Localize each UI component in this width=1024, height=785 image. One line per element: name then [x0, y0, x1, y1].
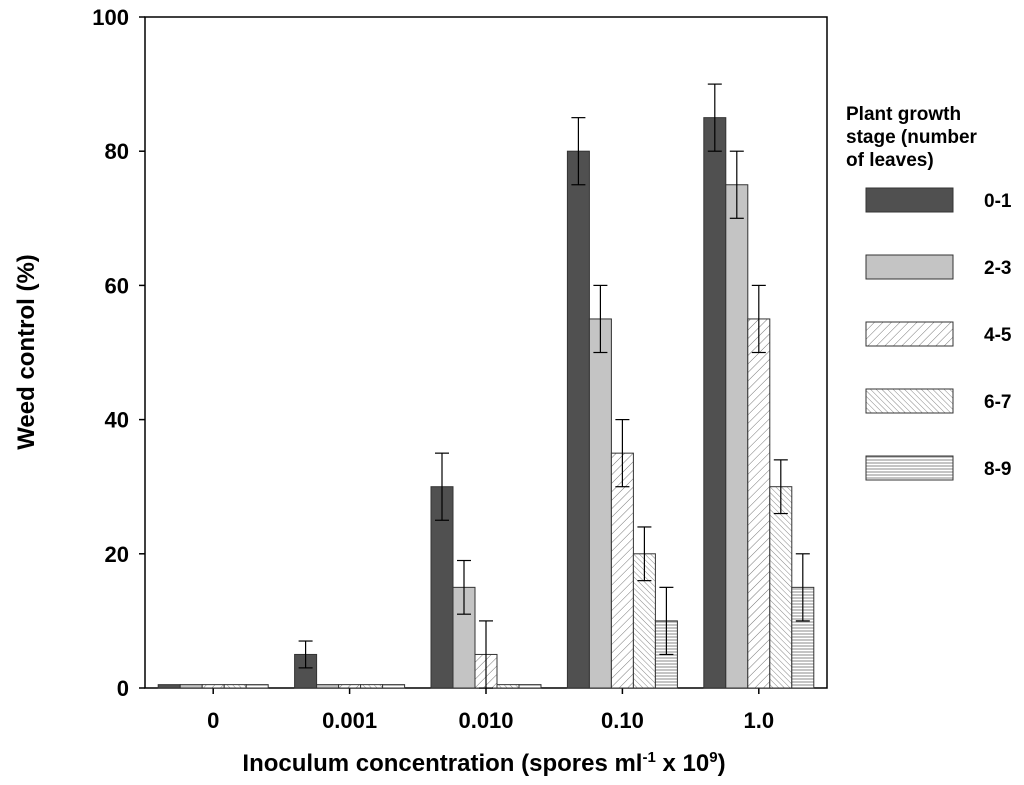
bar-0-001-2-3 [316, 684, 340, 689]
y-tick-label: 40 [105, 408, 129, 433]
bar-0-10-2-3 [588, 318, 612, 689]
legend-swatch-8-9 [865, 455, 954, 481]
legend-title-line-2: stage (number [846, 127, 978, 148]
legend-label-0-1: 0-1 [984, 191, 1012, 212]
x-axis-title-sup2: 9 [709, 749, 717, 766]
x-axis-title-main: Inoculum concentration (spores ml [242, 750, 642, 777]
bar-1-0-2-3 [725, 184, 749, 689]
x-tick-label-0-10: 0.10 [601, 708, 644, 733]
bar-0-001-8-9 [382, 684, 406, 689]
y-axis-title: Weed control (%) [13, 254, 40, 450]
legend-label-4-5: 4-5 [984, 325, 1012, 346]
error-bars-group [298, 83, 810, 689]
legend-label-2-3: 2-3 [984, 258, 1011, 279]
bar-0-2-3 [179, 684, 203, 689]
legend-label-8-9: 8-9 [984, 459, 1011, 480]
bar-1-0-6-7 [769, 486, 793, 689]
y-tick-label: 20 [105, 542, 129, 567]
legend-title-line-3: of leaves) [846, 150, 934, 171]
bar-0-6-7 [223, 684, 247, 689]
x-axis-title: Inoculum concentration (spores ml-1 x 10… [242, 749, 725, 777]
bar-0-001-6-7 [360, 684, 384, 689]
bar-0-10-4-5 [610, 452, 634, 689]
x-axis: 0 0.001 0.010 0.10 1.0 [207, 688, 774, 733]
x-tick-label-0-001: 0.001 [322, 708, 377, 733]
x-axis-title-end: ) [718, 750, 726, 777]
y-tick-label: 60 [105, 273, 129, 298]
bar-1-0-4-5 [747, 318, 771, 689]
legend-swatch-0-1 [865, 187, 954, 213]
x-tick-label-1-0: 1.0 [744, 708, 775, 733]
bar-0-001-4-5 [338, 684, 362, 689]
y-tick-label: 100 [92, 5, 129, 30]
legend-label-6-7: 6-7 [984, 392, 1011, 413]
x-axis-title-mid: x 10 [656, 750, 709, 777]
y-tick-label: 80 [105, 139, 129, 164]
bar-0-010-8-9 [518, 684, 542, 689]
x-tick-label-0: 0 [207, 708, 219, 733]
bar-0-10-0-1 [566, 150, 590, 689]
bar-0-0-1 [157, 684, 181, 689]
legend-swatch-6-7 [865, 388, 954, 414]
bar-1-0-0-1 [703, 117, 727, 689]
x-axis-title-sup1: -1 [642, 749, 655, 766]
legend: Plant growth stage (number of leaves) 0-… [846, 104, 1012, 481]
bars-group [157, 117, 815, 689]
legend-swatch-2-3 [865, 254, 954, 280]
x-tick-label-0-010: 0.010 [458, 708, 513, 733]
legend-swatch-4-5 [865, 321, 954, 347]
legend-title-line-1: Plant growth [846, 104, 961, 125]
bar-0-010-6-7 [496, 684, 520, 689]
y-axis: 0 20 40 60 80 100 [92, 5, 145, 701]
bar-0-4-5 [201, 684, 225, 689]
bar-0-8-9 [245, 684, 269, 689]
y-tick-label: 0 [117, 676, 129, 701]
